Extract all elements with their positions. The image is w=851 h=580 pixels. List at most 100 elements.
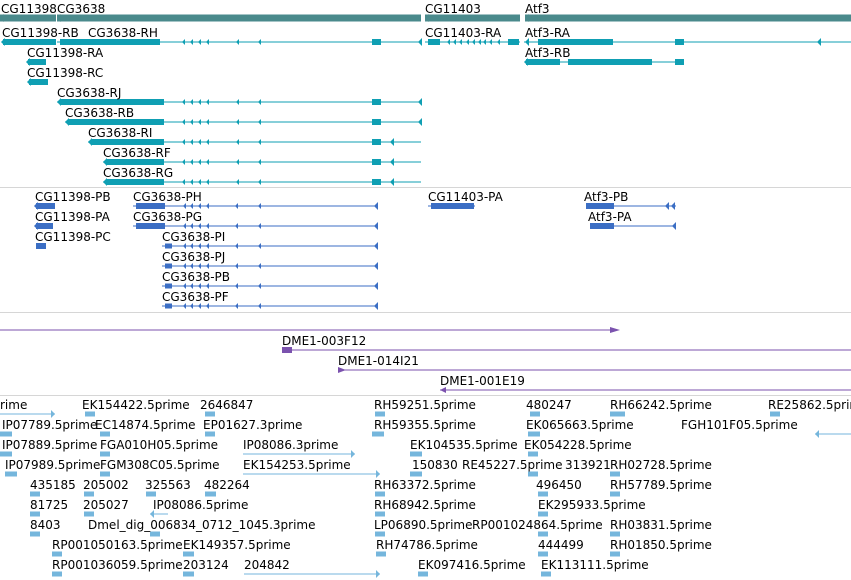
- transcript-label[interactable]: CG3638-RG: [103, 166, 174, 180]
- strand-arrow-icon[interactable]: [150, 510, 154, 518]
- intron-line[interactable]: [162, 285, 378, 287]
- strand-arrow-icon[interactable]: [190, 139, 193, 145]
- est-line[interactable]: [243, 473, 380, 475]
- est-block[interactable]: [410, 451, 422, 457]
- strand-arrow-icon[interactable]: [815, 430, 819, 438]
- transcript-label[interactable]: CG11398-RB: [2, 26, 79, 40]
- strand-arrow-icon[interactable]: [258, 119, 261, 125]
- exon-block[interactable]: [165, 303, 172, 309]
- strand-arrow-icon[interactable]: [376, 470, 380, 478]
- est-block[interactable]: [375, 411, 385, 417]
- est-block[interactable]: [376, 551, 386, 557]
- strand-arrow-icon[interactable]: [665, 202, 669, 210]
- est-label[interactable]: EP01627.3prime: [203, 418, 303, 432]
- strand-arrow-icon[interactable]: [459, 39, 462, 45]
- strand-arrow-icon[interactable]: [198, 99, 201, 105]
- strand-arrow-icon[interactable]: [235, 283, 238, 289]
- est-block[interactable]: [375, 491, 385, 497]
- strand-arrow-icon[interactable]: [206, 119, 209, 125]
- strand-arrow-icon[interactable]: [206, 303, 209, 309]
- est-label[interactable]: EK054228.5prime: [524, 438, 632, 452]
- exon-block[interactable]: [568, 59, 652, 65]
- strand-arrow-icon[interactable]: [198, 119, 201, 125]
- gene-label-cg3638[interactable]: CG3638: [57, 2, 106, 16]
- est-label[interactable]: 435185: [30, 478, 76, 492]
- est-label[interactable]: EK065663.5prime: [526, 418, 634, 432]
- est-label[interactable]: RE25862.5prime: [768, 398, 851, 412]
- est-label[interactable]: EK149357.5prime: [183, 538, 291, 552]
- exon-block[interactable]: [91, 139, 164, 145]
- est-block[interactable]: [205, 431, 215, 437]
- est-block[interactable]: [84, 511, 94, 517]
- est-block[interactable]: [100, 451, 110, 457]
- est-block[interactable]: [375, 531, 385, 537]
- strand-arrow-icon[interactable]: [483, 39, 486, 45]
- exon-block[interactable]: [428, 39, 440, 45]
- est-label[interactable]: RP001036059.5prime: [52, 558, 183, 572]
- exon-block[interactable]: [36, 243, 46, 249]
- protein-label[interactable]: CG11398-PB: [35, 190, 111, 204]
- strand-arrow-icon[interactable]: [472, 39, 475, 45]
- est-block[interactable]: [375, 511, 385, 517]
- est-label[interactable]: 496450: [536, 478, 582, 492]
- strand-arrow-icon[interactable]: [206, 203, 209, 209]
- exon-block[interactable]: [36, 223, 53, 229]
- clone-end-marker-icon[interactable]: [338, 367, 346, 373]
- clone-label[interactable]: DME1-003F12: [282, 334, 367, 348]
- strand-arrow-icon[interactable]: [0, 14, 4, 22]
- exon-block[interactable]: [431, 203, 474, 209]
- strand-arrow-icon[interactable]: [190, 203, 193, 209]
- est-label[interactable]: IP07789.5prime: [2, 418, 98, 432]
- intron-line[interactable]: [524, 41, 851, 43]
- est-line[interactable]: [0, 413, 55, 415]
- strand-arrow-icon[interactable]: [236, 159, 239, 165]
- strand-arrow-icon[interactable]: [182, 39, 185, 45]
- strand-arrow-icon[interactable]: [182, 119, 185, 125]
- strand-arrow-icon[interactable]: [190, 243, 193, 249]
- strand-arrow-icon[interactable]: [525, 14, 529, 22]
- strand-arrow-icon[interactable]: [374, 302, 378, 310]
- strand-arrow-icon[interactable]: [447, 39, 450, 45]
- clone-end-marker-icon[interactable]: [610, 327, 620, 333]
- exon-block[interactable]: [165, 243, 172, 249]
- strand-arrow-icon[interactable]: [88, 138, 92, 146]
- transcript-label[interactable]: Atf3-RB: [525, 46, 571, 60]
- strand-arrow-icon[interactable]: [418, 38, 422, 46]
- strand-arrow-icon[interactable]: [206, 179, 209, 185]
- est-label[interactable]: 325563: [145, 478, 191, 492]
- strand-arrow-icon[interactable]: [190, 303, 193, 309]
- est-block[interactable]: [538, 531, 548, 537]
- strand-arrow-icon[interactable]: [434, 203, 437, 209]
- strand-arrow-icon[interactable]: [374, 202, 378, 210]
- strand-arrow-icon[interactable]: [459, 203, 462, 209]
- strand-arrow-icon[interactable]: [258, 159, 261, 165]
- intron-line[interactable]: [133, 205, 378, 207]
- strand-arrow-icon[interactable]: [258, 243, 261, 249]
- est-label[interactable]: RH74786.5prime: [376, 538, 478, 552]
- est-block[interactable]: [528, 451, 538, 457]
- strand-arrow-icon[interactable]: [258, 179, 261, 185]
- strand-arrow-icon[interactable]: [447, 203, 450, 209]
- est-block[interactable]: [541, 571, 551, 577]
- est-block[interactable]: [150, 531, 160, 537]
- exon-block[interactable]: [372, 39, 381, 45]
- est-label[interactable]: RP001024864.5prime: [472, 518, 603, 532]
- protein-label[interactable]: CG3638-PF: [162, 290, 229, 304]
- intron-line[interactable]: [103, 161, 421, 163]
- est-block[interactable]: [418, 571, 428, 577]
- intron-line[interactable]: [133, 225, 378, 227]
- intron-line[interactable]: [282, 349, 851, 351]
- exon-block[interactable]: [60, 39, 160, 45]
- exon-block[interactable]: [590, 223, 614, 229]
- exon-block[interactable]: [675, 39, 684, 45]
- strand-arrow-icon[interactable]: [57, 14, 61, 22]
- est-label[interactable]: IP07889.5prime: [2, 438, 98, 452]
- est-block[interactable]: [528, 471, 538, 477]
- strand-arrow-icon[interactable]: [190, 283, 193, 289]
- gene-span-bar[interactable]: [425, 14, 520, 22]
- strand-arrow-icon[interactable]: [206, 283, 209, 289]
- strand-arrow-icon[interactable]: [206, 243, 209, 249]
- protein-label[interactable]: CG3638-PH: [133, 190, 202, 204]
- strand-arrow-icon[interactable]: [51, 410, 55, 418]
- est-block[interactable]: [183, 571, 194, 577]
